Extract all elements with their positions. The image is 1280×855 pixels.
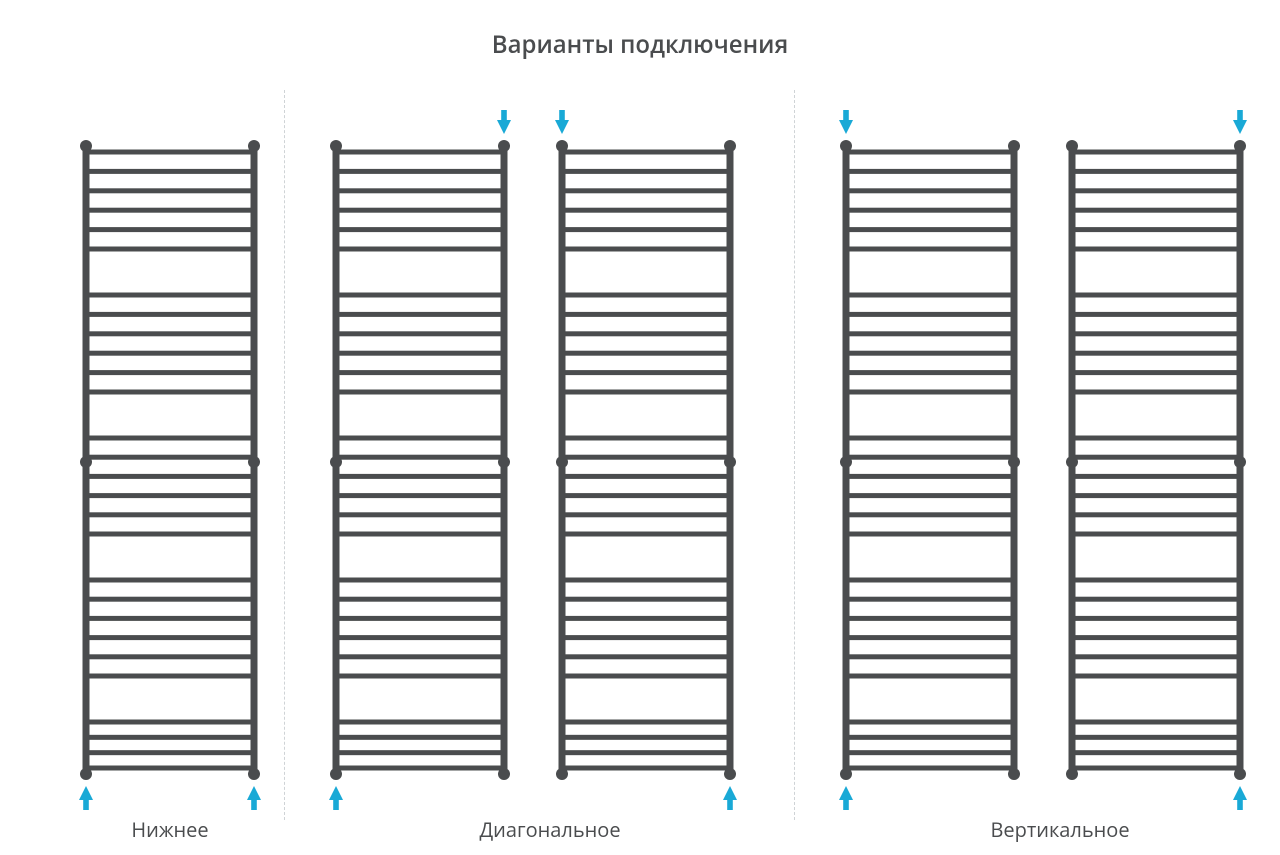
radiator-icon bbox=[330, 140, 510, 785]
variant-caption: Вертикальное bbox=[960, 816, 1160, 843]
flow-arrow-icon bbox=[839, 110, 853, 139]
radiator-icon bbox=[840, 140, 1020, 785]
radiator-icon bbox=[1066, 140, 1246, 785]
flow-arrow-icon bbox=[1233, 110, 1247, 139]
radiator-icon bbox=[556, 140, 736, 785]
radiator-icon bbox=[80, 140, 260, 785]
group-divider bbox=[284, 90, 285, 820]
flow-arrow-icon bbox=[555, 110, 569, 139]
variant-caption: Диагональное bbox=[450, 816, 650, 843]
flow-arrow-icon bbox=[79, 786, 93, 815]
flow-arrow-icon bbox=[1233, 786, 1247, 815]
variant-caption: Нижнее bbox=[80, 816, 260, 843]
diagram-canvas: Варианты подключения Нижнее Диагональное В… bbox=[0, 0, 1280, 855]
flow-arrow-icon bbox=[329, 786, 343, 815]
group-divider bbox=[794, 90, 795, 820]
flow-arrow-icon bbox=[723, 786, 737, 815]
flow-arrow-icon bbox=[839, 786, 853, 815]
page-title: Варианты подключения bbox=[0, 28, 1280, 61]
flow-arrow-icon bbox=[497, 110, 511, 139]
flow-arrow-icon bbox=[247, 786, 261, 815]
